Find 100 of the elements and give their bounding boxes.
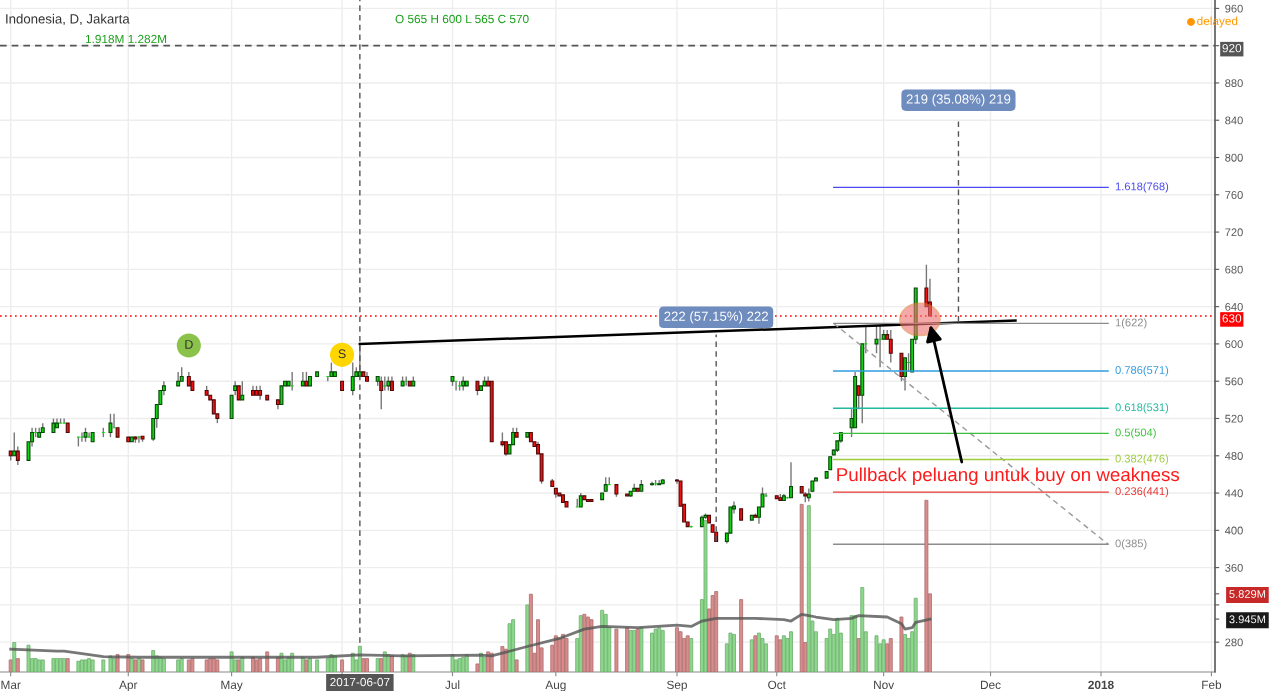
bar <box>308 658 312 672</box>
y-tick-label: 760 <box>1225 191 1243 199</box>
y-tick-label: 480 <box>1224 452 1243 460</box>
bar <box>660 630 665 672</box>
x-tick-label: Jul <box>445 680 460 689</box>
bar <box>639 627 644 672</box>
candlestick <box>899 352 904 382</box>
bar <box>133 659 138 672</box>
candlestick <box>87 431 92 438</box>
series-label: 1(622) <box>1115 318 1147 329</box>
series-label: 0.786(571) <box>1115 365 1169 377</box>
bar <box>500 646 505 672</box>
series-label: 0.618(531) <box>1115 403 1169 414</box>
x-tick-label: Oct <box>768 680 786 689</box>
x-tick-label: 2018 <box>1088 680 1114 689</box>
bar <box>899 616 904 672</box>
bar <box>924 499 929 672</box>
bar <box>204 659 209 672</box>
candlestick <box>382 375 387 392</box>
y-tick-label: 680 <box>1225 265 1243 274</box>
bar <box>457 658 462 672</box>
bar <box>176 659 181 672</box>
bar <box>304 659 309 672</box>
bar <box>215 659 220 672</box>
bar <box>710 595 715 672</box>
bar <box>888 638 893 672</box>
y-tick-label: 560 <box>1225 377 1243 386</box>
bar <box>778 639 783 672</box>
annotation: 219 (35.08%) 219 <box>906 94 1011 107</box>
candlestick <box>229 394 234 420</box>
candlestick <box>176 371 181 387</box>
x-tick-label: Aug <box>545 680 566 691</box>
candlestick <box>108 413 113 438</box>
bar <box>51 658 56 672</box>
bar <box>90 659 95 672</box>
annotation: O 565 H 600 L 565 C 570 <box>395 14 529 24</box>
candlestick <box>15 445 20 466</box>
bar <box>600 609 605 672</box>
bar <box>728 632 733 672</box>
annotation: Pullback peluang untuk buy on weakness <box>837 467 1180 485</box>
candlestick <box>62 417 67 424</box>
bar <box>161 658 166 672</box>
bar <box>753 635 758 672</box>
bar <box>379 658 384 672</box>
candlestick <box>903 357 907 392</box>
candlestick <box>279 385 284 406</box>
bar <box>860 587 865 672</box>
series-label: 0.236(441) <box>1115 486 1169 498</box>
y-tick-label: 520 <box>1225 414 1243 423</box>
text: Indonesia, D, Jakarta <box>6 13 130 26</box>
y-tick-label: 640 <box>1225 302 1243 311</box>
bar <box>58 658 63 672</box>
bar <box>614 628 619 672</box>
bar <box>913 597 918 672</box>
bar <box>101 659 106 672</box>
bar <box>849 615 854 672</box>
bar <box>514 659 519 672</box>
candlestick <box>12 431 17 457</box>
bar <box>564 638 569 672</box>
bar <box>678 631 683 672</box>
bar <box>258 658 263 672</box>
bar <box>475 663 480 672</box>
line-series <box>9 612 932 659</box>
bar <box>76 660 81 672</box>
x-tick-label: Feb <box>1202 680 1222 689</box>
bar <box>254 659 259 672</box>
bar <box>15 658 20 672</box>
y-tick-label: 800 <box>1225 153 1243 162</box>
bar <box>390 655 394 672</box>
bar <box>190 658 195 672</box>
series-label: 1.618(768) <box>1115 182 1169 193</box>
bar <box>799 503 804 672</box>
bar <box>482 656 487 672</box>
bar <box>315 659 320 672</box>
bar <box>689 638 694 672</box>
bar <box>361 658 366 672</box>
bar <box>507 623 512 672</box>
ref-line-label: 2017-06-07 <box>330 677 390 687</box>
bar <box>789 631 793 672</box>
y-tick-label: 600 <box>1225 340 1243 349</box>
candlestick <box>789 461 793 499</box>
annotation: S <box>338 349 346 359</box>
y-tick-label: 880 <box>1225 79 1243 88</box>
candlestick <box>290 371 295 392</box>
bar <box>83 659 88 672</box>
y2-tick-label: 3.945M <box>1229 615 1266 624</box>
bar <box>714 591 719 672</box>
x-tick-label: Dec <box>981 680 1001 689</box>
bar <box>657 627 662 672</box>
bar <box>881 639 886 672</box>
y-tick-label: 280 <box>1225 638 1243 647</box>
annotation: D <box>185 340 193 349</box>
y-tick-label: 720 <box>1225 228 1243 237</box>
series-label: 0.5(504) <box>1115 428 1156 439</box>
x-tick-label: Nov <box>874 680 895 689</box>
bar <box>806 505 811 672</box>
series-label: 0(385) <box>1115 539 1147 550</box>
y-tick-label: 400 <box>1224 526 1243 535</box>
bar <box>525 604 530 672</box>
y-tick-label: 360 <box>1225 563 1243 572</box>
